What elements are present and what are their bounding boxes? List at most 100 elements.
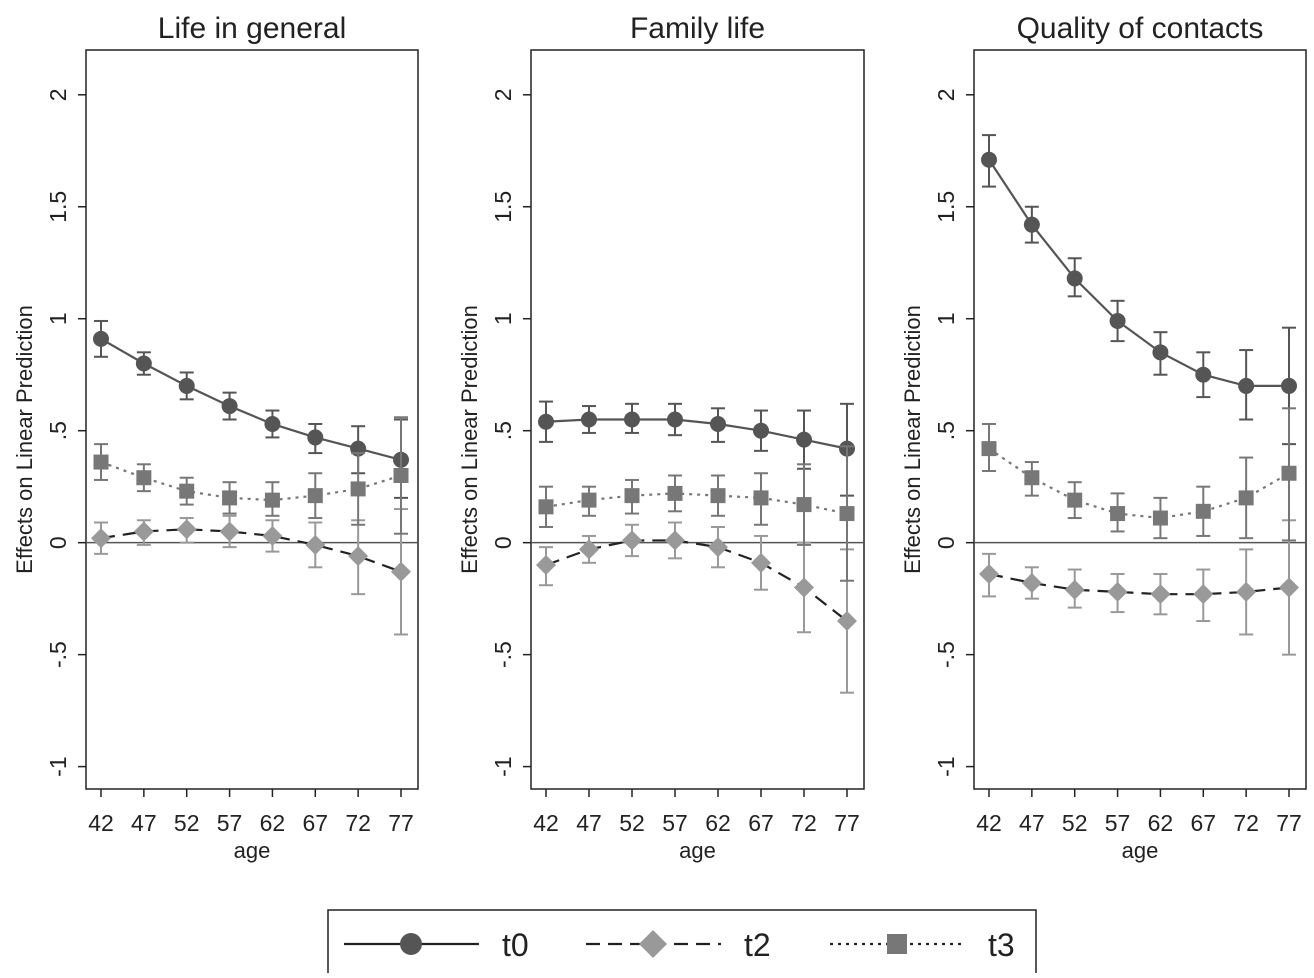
y-tick-label: 1.5: [490, 191, 516, 223]
x-tick-label: 47: [131, 810, 157, 836]
data-point: [1109, 312, 1126, 329]
x-tick-label: 42: [976, 810, 1002, 836]
data-point: [1238, 377, 1255, 394]
x-tick-label: 72: [791, 810, 817, 836]
y-tick-label: 1.5: [45, 191, 71, 223]
data-point: [981, 441, 997, 457]
data-point: [1067, 492, 1083, 508]
legend-item-t2: t2: [586, 927, 771, 963]
data-point: [796, 431, 812, 448]
y-tick-label: -1: [933, 756, 959, 776]
data-point: [624, 411, 640, 428]
series-t2: [979, 519, 1299, 656]
data-point: [350, 481, 366, 497]
legend-box: [327, 909, 1037, 978]
panel-title: Family life: [630, 12, 765, 45]
y-tick-label: 2: [45, 88, 71, 101]
data-point: [391, 561, 411, 582]
x-tick-label: 57: [1105, 810, 1131, 836]
data-point: [796, 497, 812, 513]
series-t0: [538, 400, 855, 497]
y-tick-label: 0: [45, 536, 71, 549]
x-tick-label: 62: [1148, 810, 1174, 836]
data-point: [581, 492, 597, 508]
x-tick-label: 72: [1233, 810, 1259, 836]
data-point: [179, 483, 195, 499]
data-point: [348, 546, 369, 567]
y-tick-label: 2: [490, 88, 516, 101]
x-tick-label: 52: [1062, 810, 1088, 836]
data-point: [222, 490, 238, 506]
series-t3: [93, 416, 409, 535]
data-point: [794, 577, 814, 598]
data-point: [219, 521, 240, 542]
y-tick-label: 1: [490, 312, 516, 325]
y-axis-title: Effects on Linear Prediction: [457, 305, 482, 574]
x-axis-title: age: [679, 838, 716, 863]
data-point: [538, 499, 554, 515]
y-tick-label: 1.5: [933, 191, 959, 223]
data-point: [753, 422, 769, 439]
data-point: [176, 519, 197, 540]
legend-item-t3: t3: [830, 927, 1015, 963]
data-point: [264, 415, 281, 432]
y-tick-label: -.5: [45, 641, 71, 668]
x-tick-label: 52: [174, 810, 200, 836]
plot-frame: [85, 49, 419, 790]
legend-label: t3: [988, 927, 1015, 963]
data-point: [1236, 581, 1257, 602]
y-tick-label: -1: [490, 756, 516, 776]
data-point: [1152, 344, 1169, 361]
series-t3: [981, 407, 1297, 542]
x-tick-label: 77: [388, 810, 414, 836]
data-point: [579, 539, 599, 560]
data-point: [1193, 584, 1214, 605]
legend: t0 t2 t3: [327, 909, 1037, 978]
data-point: [1195, 366, 1212, 383]
plot-frame: [530, 49, 865, 790]
data-point: [710, 488, 726, 504]
data-point: [133, 521, 154, 542]
data-point: [1023, 216, 1040, 233]
data-point: [981, 151, 997, 168]
data-point: [393, 467, 409, 483]
data-point: [979, 564, 999, 585]
data-point: [1150, 584, 1171, 605]
legend-marker: [400, 933, 422, 955]
panel-title: Life in general: [158, 12, 346, 45]
x-tick-label: 67: [748, 810, 774, 836]
data-point: [1195, 503, 1211, 519]
panel-2: Family life -1 -.5 0 .5 1 1.5 2 42 47 52 57 62 67 72 77…: [457, 12, 865, 863]
data-point: [136, 470, 152, 486]
data-point: [667, 411, 683, 428]
y-tick-label: 2: [933, 88, 959, 101]
y-axis-title: Effects on Linear Prediction: [12, 305, 37, 574]
data-point: [751, 552, 771, 573]
y-tick-label: -1: [45, 756, 71, 776]
data-point: [1066, 270, 1083, 287]
x-tick-label: 77: [834, 810, 860, 836]
legend-marker: [887, 934, 907, 954]
x-axis-title: age: [234, 838, 271, 863]
x-tick-label: 42: [88, 810, 114, 836]
x-tick-label: 57: [662, 810, 688, 836]
x-tick-label: 72: [345, 810, 371, 836]
data-point: [1064, 579, 1085, 600]
y-tick-label: 1: [933, 312, 959, 325]
data-point: [1281, 377, 1297, 394]
data-point: [665, 530, 685, 551]
data-point: [839, 506, 855, 522]
x-tick-label: 57: [217, 810, 243, 836]
data-point: [305, 534, 326, 555]
x-tick-label: 47: [1019, 810, 1045, 836]
data-point: [710, 415, 726, 432]
series-t2: [91, 508, 411, 636]
series-t0: [981, 134, 1297, 446]
x-tick-label: 62: [705, 810, 731, 836]
data-point: [221, 398, 238, 415]
x-tick-label: 67: [302, 810, 328, 836]
data-point: [262, 525, 283, 546]
y-axis-title: Effects on Linear Prediction: [900, 305, 925, 574]
